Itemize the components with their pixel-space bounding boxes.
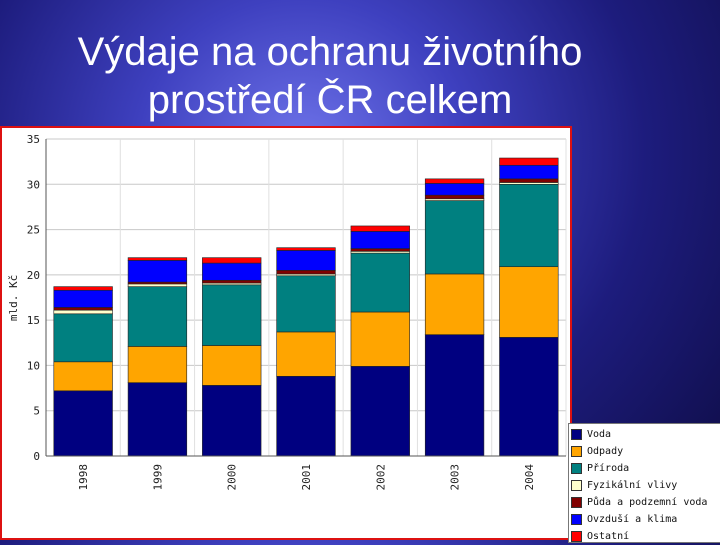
x-tick-label: 2001	[300, 464, 313, 491]
x-tick-label: 1999	[151, 464, 164, 491]
bar-segment	[350, 311, 410, 367]
bar-segment	[276, 250, 336, 271]
bar-segment	[499, 183, 559, 268]
legend-item: Ostatní	[571, 528, 720, 545]
y-tick-label: 20	[27, 269, 40, 282]
bar-segment	[424, 334, 485, 457]
legend-swatch	[571, 446, 582, 457]
legend: Voda Odpady Příroda Fyzikální vlivy Půda a p…	[568, 423, 720, 543]
legend-label: Odpady	[587, 446, 624, 457]
bar-segment	[350, 248, 410, 252]
y-tick-label: 15	[27, 314, 40, 327]
legend-label: Půda a podzemní voda	[587, 497, 708, 508]
bar-segment	[499, 337, 559, 457]
bar-segment	[53, 307, 113, 311]
x-tick-label: 1998	[77, 464, 90, 491]
legend-item: Příroda	[571, 460, 720, 477]
x-tick-label: 2003	[449, 464, 462, 491]
bar-segment	[202, 284, 262, 346]
axes: 0 5 10 15 20 25 30 35 1998 1999 2000 2001 2002 2003 20…	[27, 133, 566, 491]
bar-segment	[127, 260, 188, 283]
bar-segment	[350, 252, 410, 313]
legend-swatch	[571, 514, 582, 525]
bar-segment	[53, 313, 113, 363]
y-axis-label: mld. Kč	[7, 275, 20, 321]
bar-segment	[53, 289, 113, 308]
x-tick-label: 2002	[374, 464, 387, 491]
bar-segment	[202, 257, 262, 264]
x-tick-label: 2004	[523, 464, 536, 491]
bar-segment	[276, 375, 336, 457]
legend-item: Ovzduší a klima	[571, 511, 720, 528]
legend-item: Odpady	[571, 443, 720, 460]
bar-segment	[350, 231, 410, 249]
legend-swatch	[571, 497, 582, 508]
bar-segment	[202, 279, 262, 284]
bar-segment	[53, 390, 113, 457]
x-tick-label: 2000	[226, 464, 239, 491]
bar-segment	[127, 382, 188, 457]
y-tick-label: 10	[27, 359, 40, 372]
bar-segment	[424, 194, 485, 200]
bar-segment	[127, 286, 188, 347]
bar-segment	[424, 273, 485, 335]
bar-segment	[53, 286, 113, 291]
legend-swatch	[571, 463, 582, 474]
legend-swatch	[571, 480, 582, 491]
y-tick-label: 5	[33, 405, 40, 418]
bar-segment	[53, 309, 113, 315]
bar-segment	[276, 247, 336, 251]
bar-segment	[276, 270, 336, 275]
bar-segment	[202, 345, 262, 386]
bar-segment	[499, 178, 559, 183]
bar-segment	[499, 164, 559, 180]
bar-segment	[499, 266, 559, 338]
legend-item: Voda	[571, 426, 720, 443]
bars	[53, 157, 559, 457]
bar-segment	[424, 183, 485, 196]
legend-swatch	[571, 531, 582, 542]
bar-segment	[276, 331, 336, 377]
legend-item: Půda a podzemní voda	[571, 494, 720, 511]
stacked-bar-chart: 0 5 10 15 20 25 30 35 1998 1999 2000 2001 2002 2003 20…	[7, 133, 567, 491]
legend-label: Příroda	[587, 463, 630, 474]
bar-segment	[202, 262, 262, 281]
legend-label: Fyzikální vlivy	[587, 480, 678, 491]
y-tick-label: 25	[27, 224, 40, 237]
bar-segment	[350, 366, 410, 457]
legend-label: Voda	[587, 429, 612, 440]
slide-title: Výdaje na ochranu životního prostředí ČR…	[77, 30, 583, 122]
chart-panel: 0 5 10 15 20 25 30 35 1998 1999 2000 2001 2002 2003 20…	[0, 126, 572, 540]
bar-segment	[53, 361, 113, 392]
bar-segment	[424, 200, 485, 275]
legend-label: Ostatní	[587, 531, 630, 542]
bar-segment	[350, 225, 410, 232]
bar-segment	[276, 275, 336, 333]
legend-swatch	[571, 429, 582, 440]
y-tick-label: 0	[33, 450, 40, 463]
legend-label: Ovzduší a klima	[587, 514, 678, 525]
y-tick-label: 35	[27, 133, 40, 146]
bar-segment	[202, 385, 262, 457]
bar-segment	[499, 157, 559, 166]
bar-segment	[127, 283, 188, 287]
bar-segment	[127, 346, 188, 383]
y-tick-label: 30	[27, 178, 40, 191]
legend-item: Fyzikální vlivy	[571, 477, 720, 494]
bar-segment	[424, 178, 485, 184]
bar-segment	[127, 257, 188, 261]
